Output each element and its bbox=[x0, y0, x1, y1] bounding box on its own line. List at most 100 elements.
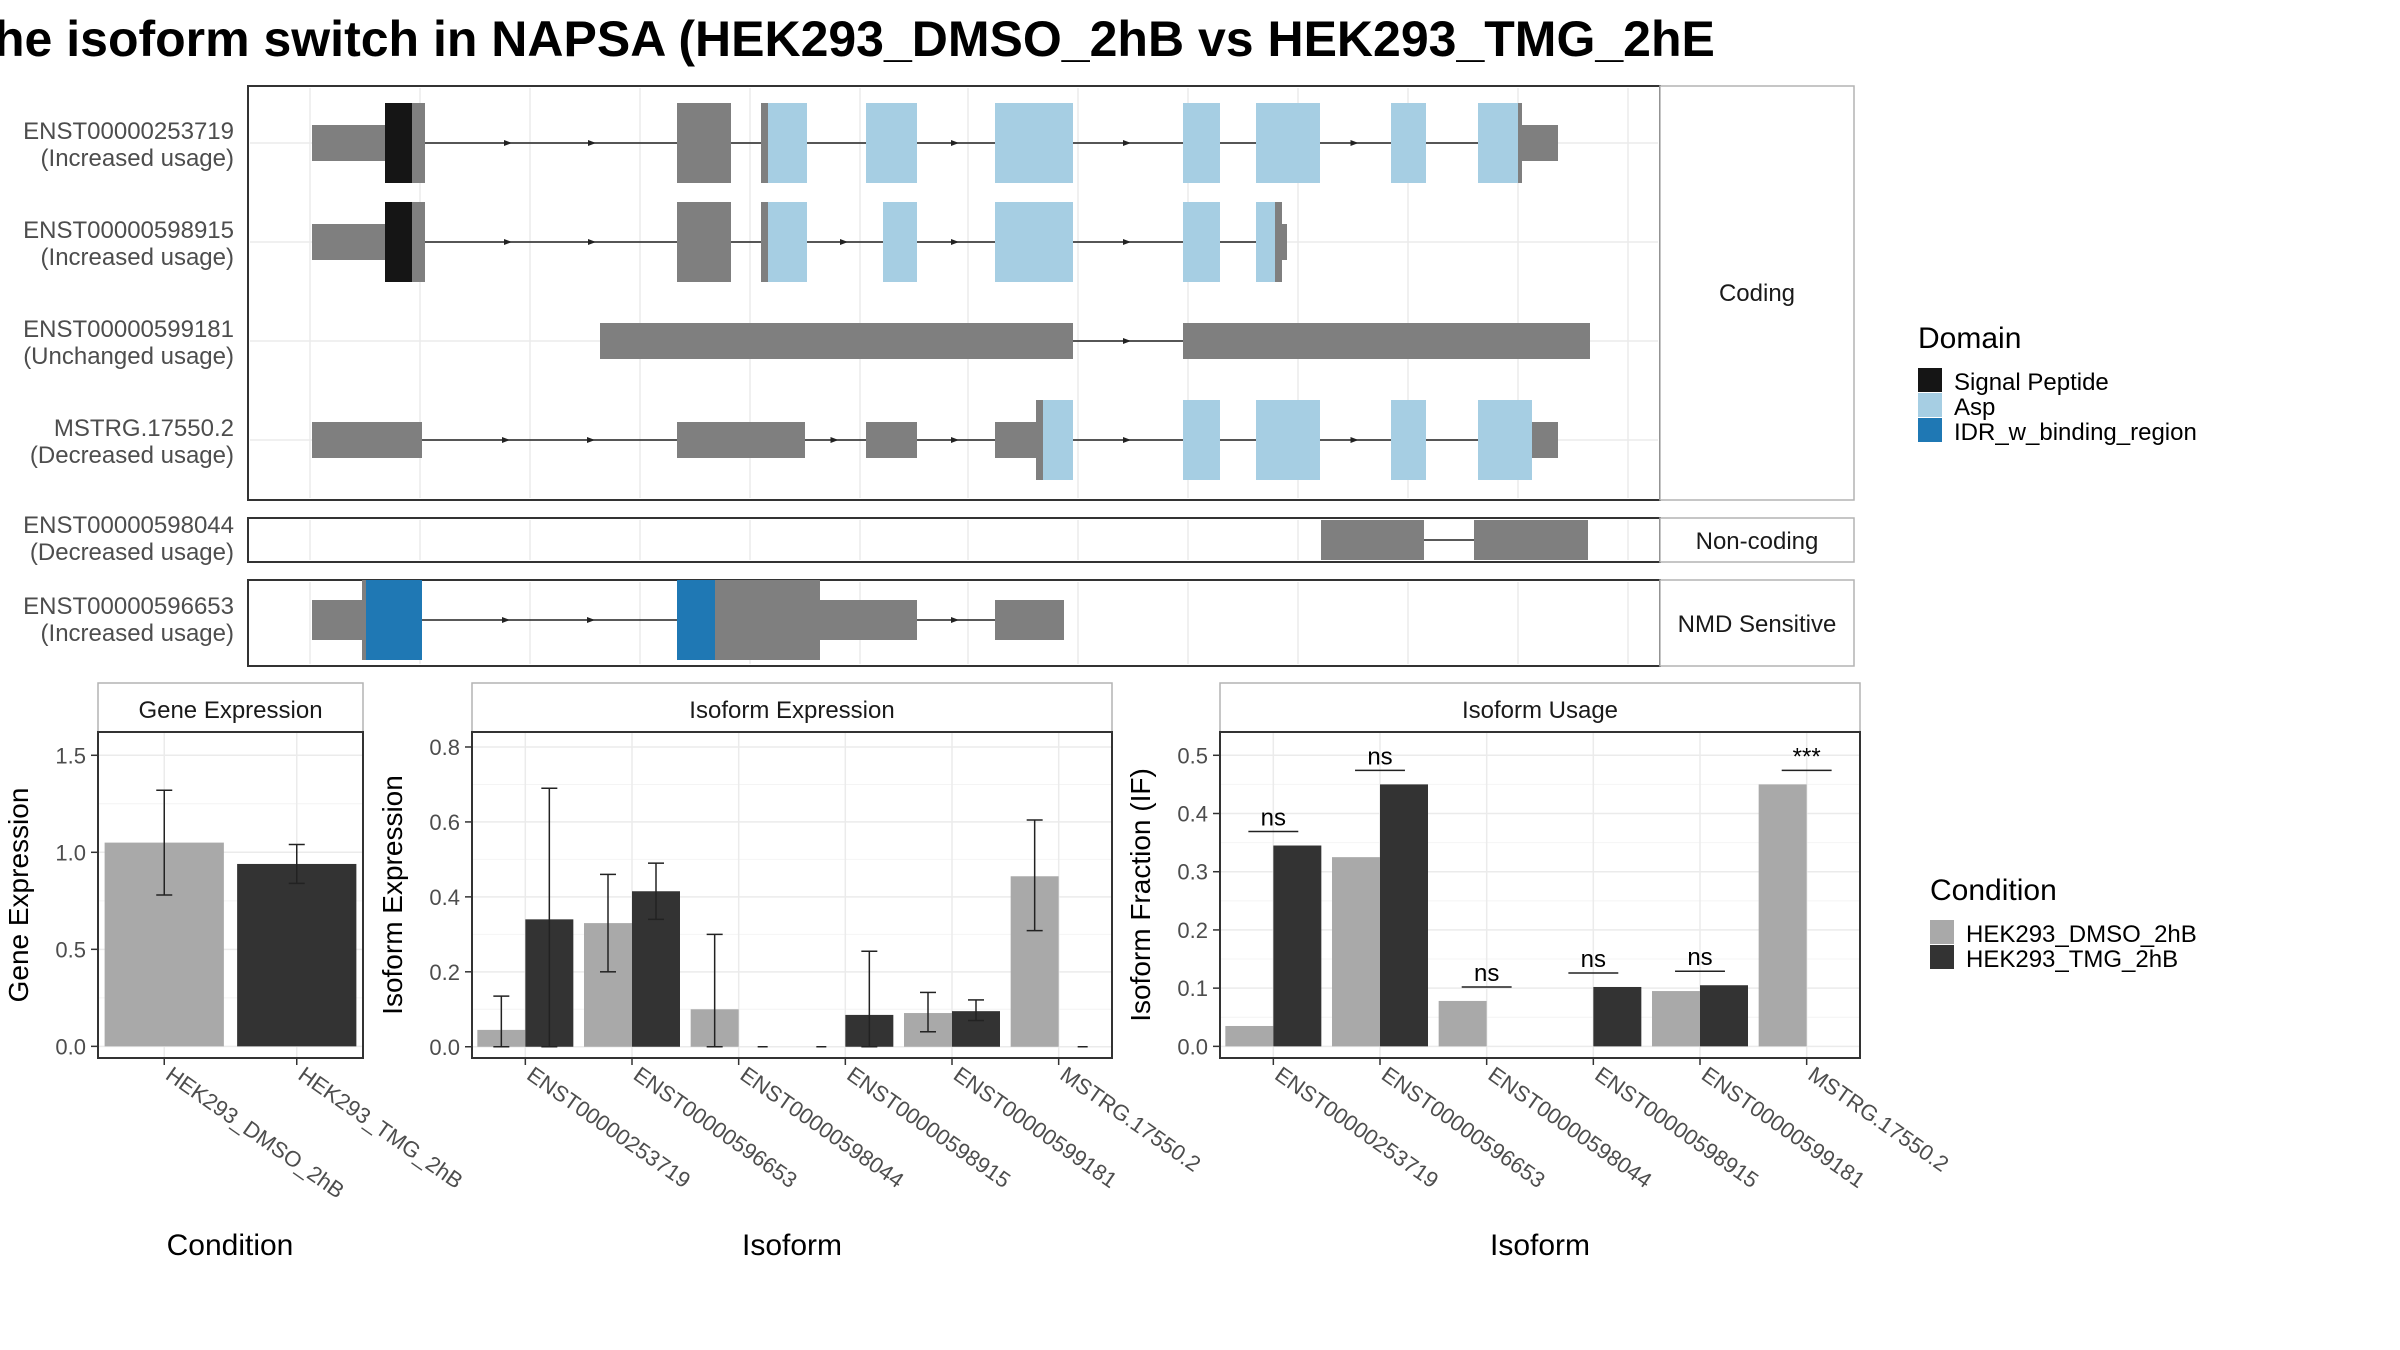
intron-arrow-3-5-1 bbox=[1350, 437, 1359, 443]
domain-exon-1-1 bbox=[412, 202, 422, 282]
strip-label-noncoding: Non-coding bbox=[1696, 528, 1819, 555]
bar-2-1-3 bbox=[1593, 986, 1642, 1047]
y-tick-label-1-1: 0.2 bbox=[429, 960, 460, 985]
domain-asp-0-6 bbox=[1183, 103, 1220, 183]
legend-swatch-signal-peptide bbox=[1918, 368, 1942, 392]
domain-exon-0-2 bbox=[761, 103, 768, 183]
y-axis-2: 0.0 0.1 0.2 0.3 0.4 0.5 Isoform Fraction (IF) bbox=[1125, 743, 1220, 1059]
isoform-id-2: ENST00000599181 bbox=[23, 316, 234, 343]
intron-arrow-1-4-1 bbox=[1123, 239, 1131, 245]
domain-asp-3-2 bbox=[1183, 400, 1220, 480]
gridlines-1 bbox=[472, 732, 1112, 1058]
panel-title-1: Isoform Expression bbox=[689, 697, 894, 724]
bar-2-0-1 bbox=[1332, 857, 1380, 1047]
condition-legend: Condition HEK293_DMSO_2hB HEK293_TMG_2hB bbox=[1930, 874, 2197, 973]
exon-0-0 bbox=[312, 125, 385, 161]
signif-label-1: ns bbox=[1367, 743, 1392, 770]
intron-arrow-0-6-1 bbox=[1350, 140, 1359, 146]
isoform-track-0 bbox=[312, 103, 1558, 183]
y-tick-label-0-2: 1.0 bbox=[55, 840, 86, 865]
y-tick-label-2-3: 0.3 bbox=[1177, 860, 1208, 885]
exon-1-0 bbox=[312, 224, 385, 260]
exon-3-9 bbox=[1530, 422, 1558, 458]
y-axis-1: 0.0 0.2 0.4 0.6 0.8 Isoform Expression bbox=[377, 735, 472, 1060]
strip-label-nmd: NMD Sensitive bbox=[1678, 611, 1837, 638]
intron-arrow-0-3-1 bbox=[951, 140, 959, 146]
legend-label-tmg: HEK293_TMG_2hB bbox=[1966, 946, 2178, 973]
domain-exon-3-0 bbox=[1036, 400, 1043, 480]
domain-exon-1-2 bbox=[761, 202, 768, 282]
exon-3-3 bbox=[995, 422, 1040, 458]
isoform-id-5: ENST00000596653 bbox=[23, 593, 234, 620]
isoform-label-1: ENST00000598915 (Increased usage) bbox=[23, 217, 234, 271]
exon-3-1 bbox=[677, 422, 805, 458]
domain-asp-3-4 bbox=[1391, 400, 1426, 480]
isoform-label-4: ENST00000598044 (Decreased usage) bbox=[23, 512, 234, 566]
domain-idr-5-1 bbox=[366, 580, 422, 660]
bar-0-1 bbox=[237, 863, 357, 1047]
domain-asp-3-5 bbox=[1478, 400, 1532, 480]
legend-swatch-asp bbox=[1918, 393, 1942, 417]
bar-2-1-0 bbox=[1273, 845, 1322, 1047]
isoform-usage-3: (Decreased usage) bbox=[30, 442, 234, 469]
exon-4-0 bbox=[1321, 520, 1424, 560]
intron-arrow-0-0-2 bbox=[588, 140, 596, 146]
bars-1 bbox=[477, 787, 1088, 1048]
domain-asp-0-7 bbox=[1256, 103, 1320, 183]
structure-panel-nmd bbox=[247, 579, 1661, 667]
domain-asp-1-6 bbox=[1183, 202, 1220, 282]
exon-0-10 bbox=[1522, 125, 1558, 161]
strip-label-coding: Coding bbox=[1719, 280, 1795, 307]
x-axis-label-2: Isoform bbox=[1490, 1229, 1590, 1262]
isoform-label-5: ENST00000596653 (Increased usage) bbox=[23, 593, 234, 647]
strip-coding bbox=[1659, 85, 1855, 501]
legend-label-idr: IDR_w_binding_region bbox=[1954, 419, 2197, 446]
plot-border-1 bbox=[471, 731, 1113, 1059]
strip-nmd bbox=[1659, 579, 1855, 667]
intron-arrow-3-1-1 bbox=[830, 437, 839, 443]
y-tick-label-2-5: 0.5 bbox=[1177, 743, 1208, 768]
domain-asp-0-9 bbox=[1478, 103, 1518, 183]
figure-title: he isoform switch in NAPSA (HEK293_DMSO_… bbox=[0, 11, 1715, 67]
legend-swatch-tmg bbox=[1930, 945, 1954, 969]
bar-2-1-1 bbox=[1380, 784, 1428, 1047]
isoform-track-3 bbox=[312, 400, 1558, 480]
plot-area-2 bbox=[1220, 732, 1860, 1058]
condition-legend-title: Condition bbox=[1930, 874, 2057, 907]
legend-label-asp: Asp bbox=[1954, 394, 1995, 421]
intron-arrow-0-4-1 bbox=[1123, 140, 1131, 146]
bars-2: ns ns ns ns ns *** bbox=[1225, 743, 1832, 1047]
bar-2-0-4 bbox=[1652, 991, 1700, 1047]
y-tick-label-0-0: 0.0 bbox=[55, 1034, 86, 1059]
isoform-usage-4: (Decreased usage) bbox=[30, 539, 234, 566]
domain-asp-0-3 bbox=[768, 103, 807, 183]
domain-legend-title: Domain bbox=[1918, 322, 2021, 355]
isoform-usage-2: (Unchanged usage) bbox=[23, 343, 234, 370]
signif-label-2: ns bbox=[1474, 960, 1499, 987]
panel-strip-1 bbox=[471, 682, 1113, 733]
panel-strip-2 bbox=[1219, 682, 1861, 733]
bars-0 bbox=[104, 789, 357, 1047]
isoform-track-1 bbox=[312, 202, 1287, 282]
exon-4-1 bbox=[1474, 520, 1588, 560]
bar-2-0-5 bbox=[1758, 784, 1807, 1047]
structure-tracks bbox=[312, 103, 1590, 660]
exon-2-1 bbox=[1183, 323, 1590, 359]
domain-asp-1-7 bbox=[1256, 202, 1275, 282]
domain-idr-5-2 bbox=[677, 580, 715, 660]
isoform-id-4: ENST00000598044 bbox=[23, 512, 234, 539]
panel-title-0: Gene Expression bbox=[138, 697, 322, 724]
isoform-label-2: ENST00000599181 (Unchanged usage) bbox=[23, 316, 234, 370]
legend-label-signal-peptide: Signal Peptide bbox=[1954, 369, 2109, 396]
isoform-label-3: MSTRG.17550.2 (Decreased usage) bbox=[30, 415, 234, 469]
strip-noncoding bbox=[1659, 517, 1855, 563]
domain-exon-5-0 bbox=[362, 580, 366, 660]
domain-asp-1-3 bbox=[768, 202, 807, 282]
isoform-usage-1: (Increased usage) bbox=[41, 244, 234, 271]
intron-arrow-2-0-1 bbox=[1123, 338, 1131, 344]
exon-5-5 bbox=[995, 600, 1064, 640]
signif-label-0: ns bbox=[1261, 805, 1286, 832]
panel-strip-0 bbox=[97, 682, 364, 733]
isoform-track-5 bbox=[312, 580, 1064, 660]
